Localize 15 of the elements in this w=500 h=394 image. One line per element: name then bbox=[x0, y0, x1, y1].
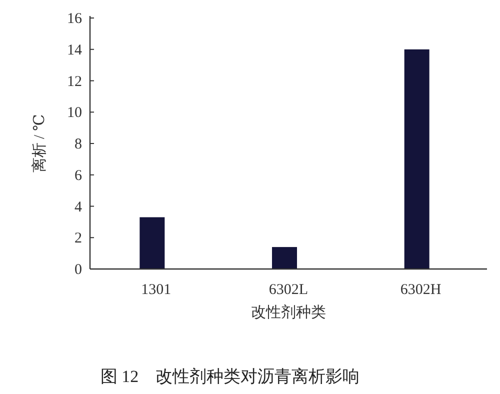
y-tick-label: 14 bbox=[67, 42, 82, 58]
x-tick-label: 6302L bbox=[268, 282, 308, 298]
y-axis-title: 离析 / ℃ bbox=[31, 114, 48, 173]
x-tick-label: 6302H bbox=[400, 282, 442, 298]
y-tick-label: 10 bbox=[67, 105, 82, 122]
y-tick-label: 0 bbox=[74, 262, 82, 278]
y-tick-label: 2 bbox=[74, 230, 82, 247]
y-tick-label: 4 bbox=[74, 199, 82, 216]
text: 图 12 改性剂种类对沥青离析影响 bbox=[100, 367, 360, 386]
x-tick-label: 1301 bbox=[141, 282, 172, 298]
y-tick-label: 6 bbox=[74, 168, 82, 184]
y-tick-label: 12 bbox=[67, 74, 82, 90]
y-tick-label: 16 bbox=[67, 11, 82, 27]
y-tick-label: 8 bbox=[74, 136, 82, 152]
x-axis-title: 改性剂种类 bbox=[251, 304, 326, 321]
